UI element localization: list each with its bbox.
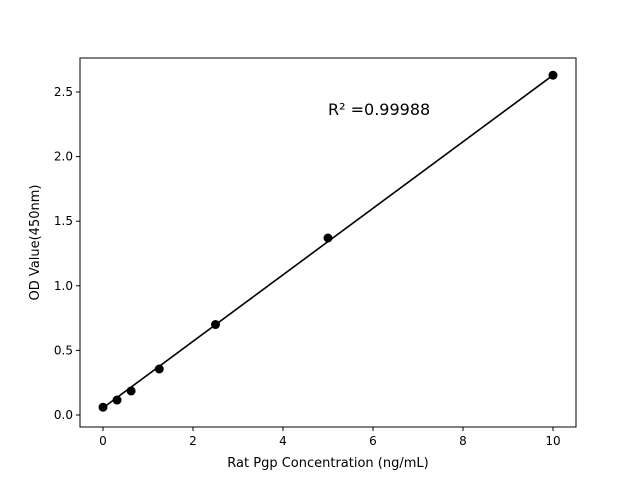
x-tick-label: 2 (189, 434, 197, 448)
data-point (126, 386, 136, 396)
r-squared-annotation: R² =0.99988 (328, 100, 430, 119)
y-axis-label: OD Value(450nm) (28, 185, 43, 301)
y-tick-label: 1.0 (54, 279, 73, 293)
data-point (112, 395, 122, 405)
data-point (323, 233, 333, 243)
data-point (548, 70, 558, 80)
x-tick-label: 8 (459, 434, 467, 448)
x-tick-label: 4 (279, 434, 287, 448)
y-tick-label: 2.5 (54, 85, 73, 99)
y-tick-label: 0.0 (54, 408, 73, 422)
plot-frame (79, 57, 577, 428)
y-tick-label: 1.5 (54, 214, 73, 228)
y-tick-label: 2.0 (54, 150, 73, 164)
x-tick-label: 0 (99, 434, 107, 448)
x-axis-label: Rat Pgp Concentration (ng/mL) (227, 456, 428, 471)
y-tick-label: 0.5 (54, 343, 73, 357)
x-tick-label: 6 (369, 434, 377, 448)
data-point (154, 364, 164, 374)
x-tick-label: 10 (545, 434, 560, 448)
data-point (98, 402, 108, 412)
data-point (211, 320, 220, 330)
